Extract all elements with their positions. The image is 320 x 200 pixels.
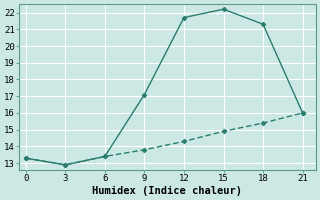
X-axis label: Humidex (Indice chaleur): Humidex (Indice chaleur)	[92, 186, 243, 196]
